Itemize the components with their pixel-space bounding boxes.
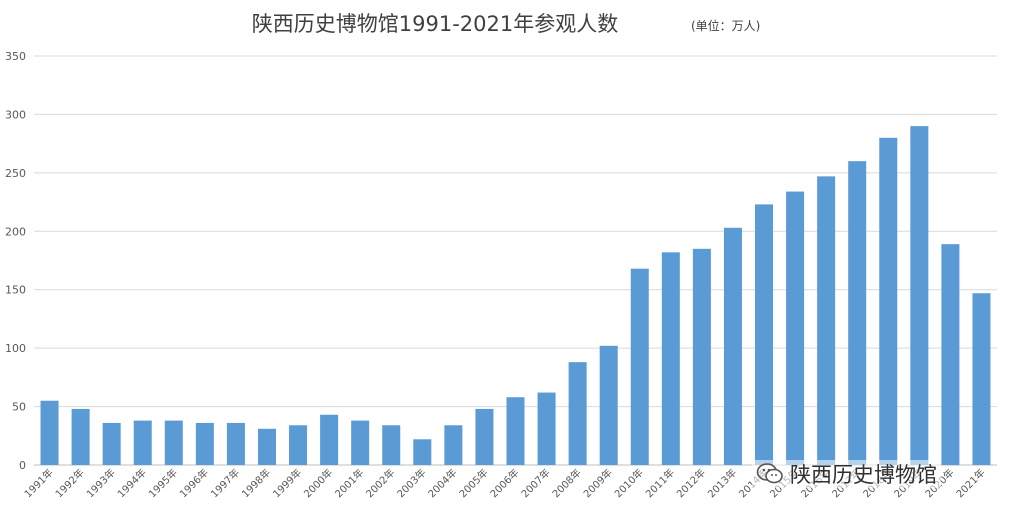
x-tick-label: 2006年 [487,466,521,500]
x-tick-label: 2012年 [674,466,708,500]
bar [413,439,432,465]
y-tick-label: 200 [5,225,26,238]
bar [351,420,370,465]
x-tick-label: 2013年 [705,466,739,500]
bar [692,248,711,465]
x-tick-label: 2008年 [549,466,583,500]
y-tick-label: 0 [19,459,26,472]
bar [661,252,680,465]
bar [506,397,525,465]
y-axis-ticks: 0 50 100 150 200 250 300 350 [5,50,26,472]
x-tick-label: 1991年 [21,466,55,500]
x-tick-label: 2001年 [332,466,366,500]
bar [941,244,960,465]
x-tick-label: 1992年 [52,466,86,500]
bar [848,161,867,465]
bar [102,422,121,465]
bar [723,227,742,465]
x-tick-label: 2002年 [363,466,397,500]
x-tick-label: 2000年 [301,466,335,500]
x-tick-label: 1998年 [239,466,273,500]
gridlines [34,55,997,466]
bar [289,425,308,465]
bar [226,422,245,465]
y-tick-label: 300 [5,108,26,121]
chart-title: 陕西历史博物馆1991-2021年参观人数 [251,12,619,36]
x-tick-label: 2004年 [425,466,459,500]
bar [133,420,152,465]
bar [195,422,214,465]
bar [786,191,805,465]
bar [320,414,339,465]
y-tick-label: 50 [12,401,26,414]
y-tick-label: 150 [5,284,26,297]
bar [630,268,649,465]
watermark: 陕西历史博物馆 [752,460,941,488]
bar [972,293,991,465]
bar [257,428,276,465]
bar [755,204,774,465]
y-tick-label: 350 [5,50,26,63]
bar [475,408,494,465]
watermark-text: 陕西历史博物馆 [790,463,937,487]
x-tick-label: 1996年 [177,466,211,500]
x-tick-label: 2003年 [394,466,428,500]
bar [599,345,618,465]
bar [71,408,90,465]
x-tick-label: 1997年 [208,466,242,500]
x-tick-label: 2007年 [518,466,552,500]
y-tick-label: 250 [5,167,26,180]
bar [164,420,183,465]
bar [879,137,898,466]
bar [537,392,556,465]
unit-note: (单位：万人) [691,19,761,33]
bar [40,400,59,465]
x-tick-label: 1999年 [270,466,304,500]
y-tick-label: 100 [5,342,26,355]
x-tick-label: 2010年 [612,466,646,500]
wechat-icon [756,463,783,484]
x-tick-label: 2005年 [456,466,490,500]
bar [817,176,836,465]
x-tick-label: 1994年 [115,466,149,500]
x-tick-label: 2011年 [643,466,677,500]
x-tick-label: 1995年 [146,466,180,500]
bars [40,126,991,466]
x-tick-label: 2021年 [953,466,987,500]
bar [910,126,929,465]
bar [444,425,463,465]
bar [382,425,401,465]
bar [568,362,587,465]
x-tick-label: 2009年 [581,466,615,500]
x-tick-label: 1993年 [84,466,118,500]
